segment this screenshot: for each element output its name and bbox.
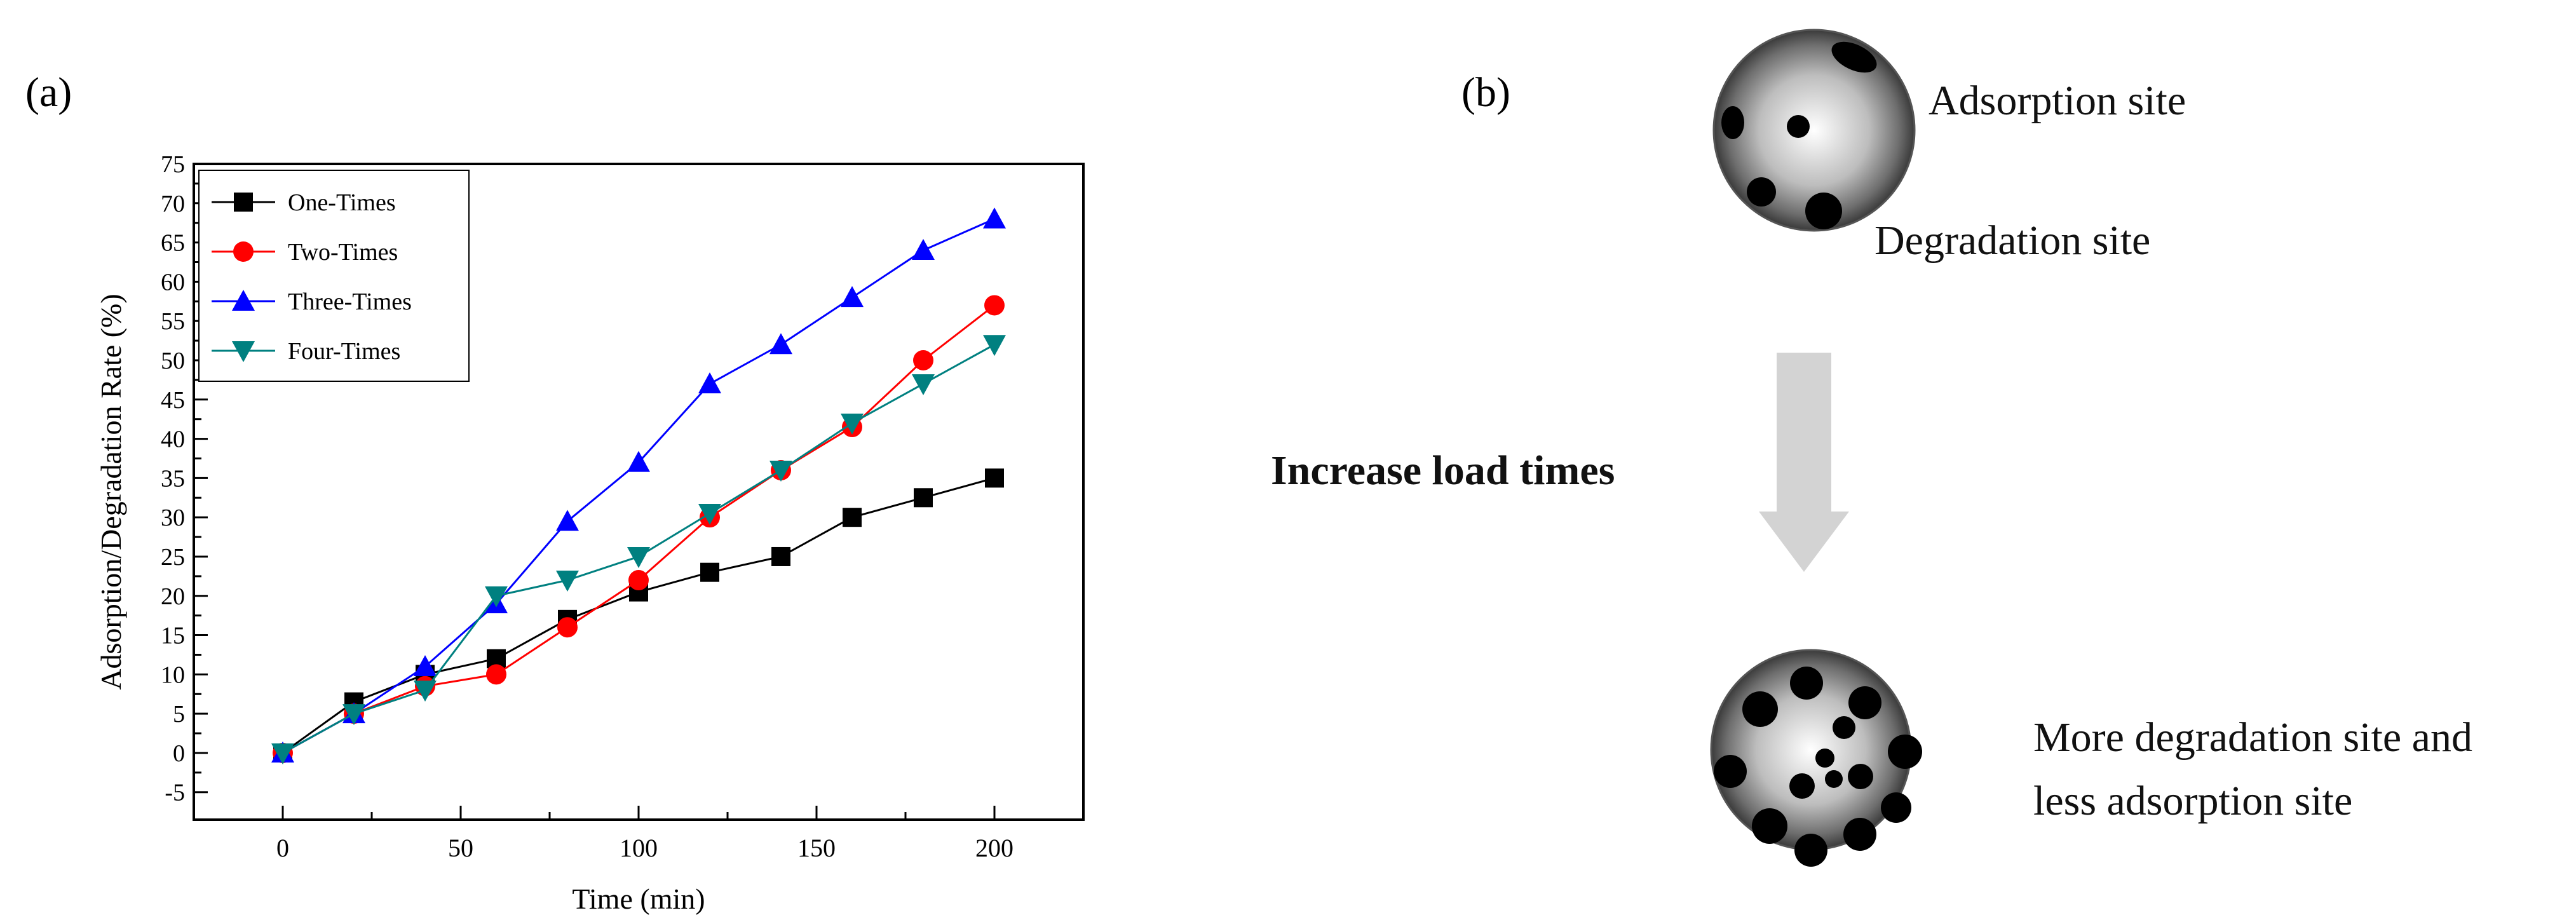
- x-axis-label: Time (min): [572, 883, 705, 915]
- line-chart: -5 0 5 10 15 20 25 30 35 40 45 50 55 60 65 70 75 0 50 100 15…: [95, 151, 1085, 915]
- data-point-three-times: [627, 451, 650, 472]
- data-point-four-times: [271, 743, 294, 764]
- legend-marker-three-times: [232, 290, 255, 311]
- data-point-one-times: [914, 488, 933, 508]
- y-tick-label: 25: [161, 544, 185, 571]
- panel-label-a: (a): [25, 69, 72, 116]
- data-point-three-times: [556, 510, 579, 531]
- y-axis-label: Adsorption/Degradation Rate (%): [95, 294, 127, 689]
- data-point-one-times: [843, 508, 862, 527]
- degradation-site-label: Degradation site: [1874, 217, 2151, 264]
- y-tick-label: 0: [173, 740, 185, 767]
- legend-marker-two-times: [233, 241, 254, 262]
- y-tick-label: 55: [161, 308, 185, 335]
- data-point-one-times: [771, 546, 790, 566]
- particle-low-load: [1712, 29, 1916, 232]
- legend-label-three-times: Three-Times: [288, 288, 412, 315]
- legend-label-four-times: Four-Times: [288, 338, 400, 365]
- particle-high-load: [1710, 649, 1922, 867]
- data-point-one-times: [985, 468, 1004, 488]
- data-point-four-times: [841, 413, 864, 435]
- data-point-three-times: [912, 238, 935, 260]
- legend-marker-one-times: [234, 193, 253, 212]
- y-tick-label: 30: [161, 505, 185, 531]
- data-point-three-times: [698, 372, 721, 394]
- bottom-label-line1: More degradation site and: [2033, 714, 2472, 761]
- y-tick-label: 75: [161, 151, 185, 178]
- y-tick-label: -5: [165, 780, 185, 806]
- y-tick-label: 45: [161, 387, 185, 414]
- y-tick-label: 65: [161, 230, 185, 257]
- bottom-label-line2: less adsorption site: [2033, 778, 2353, 824]
- data-point-four-times: [556, 571, 579, 592]
- panel-label-b: (b): [1461, 69, 1510, 116]
- data-point-four-times: [414, 681, 437, 702]
- adsorption-site-label: Adsorption site: [1929, 78, 2186, 124]
- data-point-four-times: [485, 586, 508, 607]
- legend-label-one-times: One-Times: [288, 189, 396, 216]
- legend-label-two-times: Two-Times: [288, 239, 398, 266]
- x-tick-label: 200: [975, 834, 1013, 862]
- y-tick-label: 50: [161, 348, 185, 374]
- data-point-four-times: [627, 546, 650, 568]
- data-point-two-times: [984, 295, 1005, 316]
- data-point-three-times: [841, 286, 864, 308]
- y-tick-label: 15: [161, 623, 185, 649]
- x-tick-label: 0: [276, 834, 289, 862]
- y-tick-label: 70: [161, 191, 185, 217]
- data-point-two-times: [913, 349, 933, 370]
- x-tick-label: 150: [797, 834, 836, 862]
- legend-marker-four-times: [232, 341, 255, 362]
- increase-load-times-label: Increase load times: [1271, 447, 1615, 494]
- data-point-two-times: [486, 664, 506, 685]
- x-tick-label: 100: [620, 834, 658, 862]
- y-tick-label: 5: [173, 701, 185, 728]
- data-point-four-times: [769, 461, 792, 482]
- data-point-three-times: [769, 333, 792, 355]
- data-point-two-times: [628, 570, 649, 591]
- y-tick-label: 10: [161, 661, 185, 688]
- data-point-three-times: [414, 654, 437, 676]
- down-arrow: [1759, 353, 1849, 572]
- y-tick-label: 60: [161, 269, 185, 295]
- data-point-three-times: [983, 207, 1006, 229]
- y-tick-label: 40: [161, 426, 185, 453]
- data-point-one-times: [700, 562, 719, 582]
- data-point-four-times: [983, 335, 1006, 356]
- data-point-four-times: [342, 704, 365, 726]
- y-tick-label: 35: [161, 465, 185, 492]
- data-point-four-times: [912, 374, 935, 396]
- data-point-two-times: [557, 617, 578, 638]
- data-point-four-times: [698, 503, 721, 525]
- x-tick-label: 50: [448, 834, 473, 862]
- y-tick-label: 20: [161, 583, 185, 610]
